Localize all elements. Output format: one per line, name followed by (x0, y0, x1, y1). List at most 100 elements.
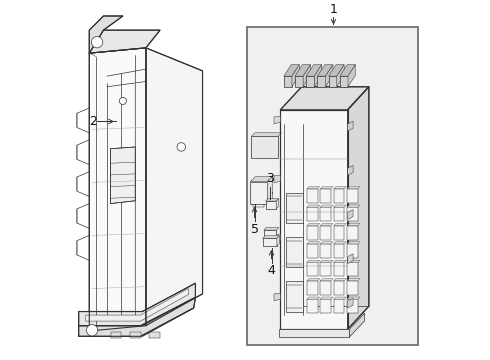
Polygon shape (284, 76, 292, 87)
Polygon shape (266, 199, 279, 201)
Polygon shape (286, 282, 303, 311)
Polygon shape (79, 283, 196, 326)
Polygon shape (89, 48, 146, 331)
Polygon shape (307, 279, 319, 281)
Bar (247, 27, 418, 345)
Polygon shape (307, 242, 319, 244)
Polygon shape (320, 281, 331, 295)
Polygon shape (325, 65, 333, 87)
Polygon shape (334, 242, 346, 244)
Text: 5: 5 (250, 223, 259, 236)
Polygon shape (307, 189, 318, 203)
Polygon shape (334, 297, 346, 299)
Polygon shape (347, 165, 353, 175)
Polygon shape (337, 65, 344, 87)
Polygon shape (347, 281, 358, 295)
Polygon shape (307, 224, 319, 225)
Polygon shape (320, 186, 333, 189)
Polygon shape (274, 234, 280, 242)
Polygon shape (347, 298, 353, 308)
Polygon shape (320, 224, 333, 225)
Polygon shape (347, 242, 360, 244)
Polygon shape (320, 225, 331, 240)
Polygon shape (89, 16, 123, 53)
Polygon shape (334, 189, 344, 203)
Polygon shape (320, 207, 331, 221)
Polygon shape (251, 133, 281, 136)
Polygon shape (307, 262, 318, 276)
Circle shape (86, 325, 98, 336)
Polygon shape (307, 260, 319, 262)
Polygon shape (340, 76, 348, 87)
Polygon shape (266, 201, 276, 209)
Text: 3: 3 (267, 172, 274, 185)
Circle shape (120, 98, 126, 104)
Polygon shape (334, 225, 344, 240)
Polygon shape (329, 65, 344, 76)
Polygon shape (286, 237, 303, 267)
Polygon shape (274, 293, 280, 301)
Polygon shape (307, 186, 319, 189)
Polygon shape (320, 189, 331, 203)
Polygon shape (347, 224, 360, 225)
Polygon shape (347, 225, 358, 240)
Polygon shape (274, 116, 280, 124)
Polygon shape (276, 199, 279, 209)
Polygon shape (334, 244, 344, 258)
Polygon shape (295, 76, 303, 87)
Polygon shape (320, 299, 331, 313)
Polygon shape (307, 281, 318, 295)
Circle shape (177, 143, 186, 151)
Polygon shape (307, 207, 318, 221)
Polygon shape (89, 30, 160, 53)
Polygon shape (329, 76, 337, 87)
Polygon shape (284, 65, 299, 76)
Bar (130, 332, 141, 338)
Polygon shape (347, 254, 353, 264)
Polygon shape (277, 236, 279, 246)
Polygon shape (280, 110, 347, 329)
Polygon shape (320, 260, 333, 262)
Polygon shape (347, 189, 358, 203)
Polygon shape (268, 177, 272, 203)
Polygon shape (347, 279, 360, 281)
Text: 2: 2 (89, 115, 97, 128)
Polygon shape (86, 288, 188, 321)
Bar (149, 332, 160, 338)
Polygon shape (146, 48, 202, 326)
Polygon shape (320, 244, 331, 258)
Polygon shape (334, 260, 346, 262)
Circle shape (92, 36, 103, 48)
Polygon shape (334, 299, 344, 313)
Polygon shape (307, 299, 318, 313)
Polygon shape (347, 262, 358, 276)
Polygon shape (347, 297, 360, 299)
Bar (111, 332, 121, 338)
Polygon shape (349, 313, 365, 337)
Polygon shape (111, 147, 135, 203)
Polygon shape (347, 210, 353, 220)
Polygon shape (250, 177, 272, 182)
Polygon shape (263, 236, 279, 238)
Polygon shape (306, 65, 322, 76)
Polygon shape (334, 281, 344, 295)
Polygon shape (320, 205, 333, 207)
Polygon shape (348, 65, 355, 87)
Polygon shape (306, 76, 315, 87)
Polygon shape (340, 65, 355, 76)
Polygon shape (347, 87, 369, 329)
Polygon shape (320, 262, 331, 276)
Polygon shape (263, 238, 277, 246)
Polygon shape (347, 205, 360, 207)
Text: 4: 4 (268, 265, 275, 278)
Polygon shape (347, 299, 358, 313)
Polygon shape (292, 65, 299, 87)
Polygon shape (318, 65, 333, 76)
Polygon shape (334, 279, 346, 281)
Polygon shape (274, 175, 280, 183)
Polygon shape (303, 65, 311, 87)
Polygon shape (334, 207, 344, 221)
Polygon shape (264, 228, 279, 230)
Polygon shape (318, 76, 325, 87)
Polygon shape (307, 205, 319, 207)
